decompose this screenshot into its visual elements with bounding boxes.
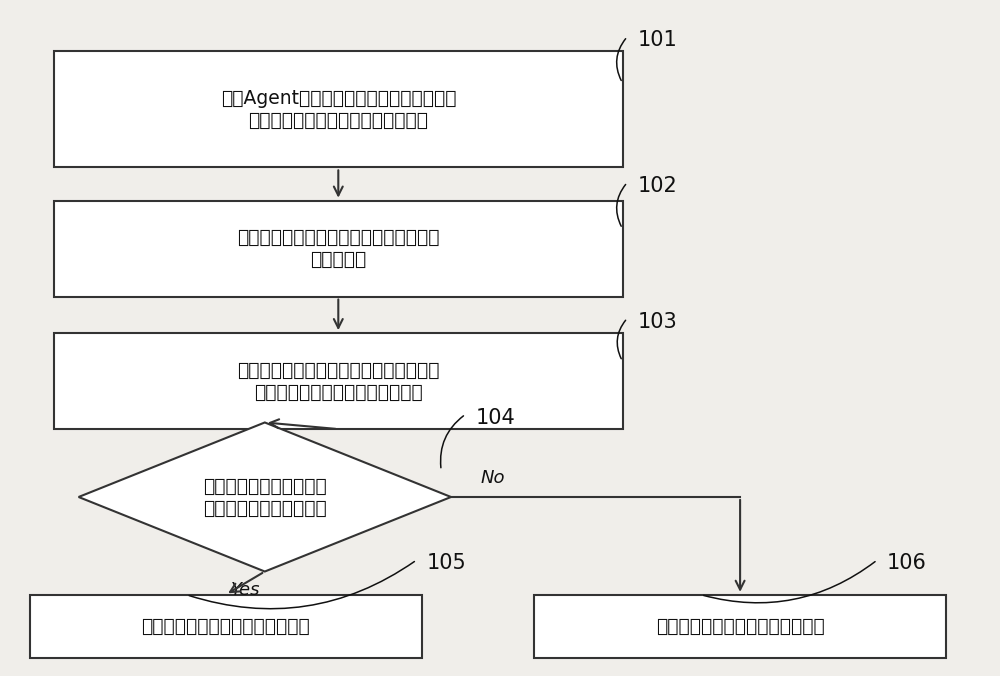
Text: 105: 105: [426, 553, 466, 573]
FancyBboxPatch shape: [54, 201, 622, 297]
Text: 比较所述云端执行能耗是
否大于所述移动执行能耗: 比较所述云端执行能耗是 否大于所述移动执行能耗: [203, 477, 327, 518]
Text: 102: 102: [637, 176, 677, 195]
Text: 106: 106: [887, 553, 927, 573]
Text: 104: 104: [476, 408, 515, 427]
Text: 则将移动应用任务卸载到云端执行: 则将移动应用任务卸载到云端执行: [656, 617, 824, 635]
Text: 使移动应用任务在移动设备上执行: 使移动应用任务在移动设备上执行: [141, 617, 310, 635]
Text: 根据所述移动应用任务参数，计算生成移
动执行能耗: 根据所述移动应用任务参数，计算生成移 动执行能耗: [237, 228, 440, 269]
FancyBboxPatch shape: [534, 595, 946, 658]
Text: No: No: [480, 469, 505, 487]
FancyBboxPatch shape: [54, 333, 622, 429]
FancyBboxPatch shape: [54, 51, 622, 168]
Text: 根据所述移动应用任务参数和移动设备的
状态参数，计算生成云端执行能耗: 根据所述移动应用任务参数和移动设备的 状态参数，计算生成云端执行能耗: [237, 360, 440, 402]
FancyBboxPatch shape: [30, 595, 422, 658]
Text: Yes: Yes: [230, 581, 260, 600]
Text: 基于Agent技术、以一预设的格式，获取移
动应用任务参数和移动设备状态参数: 基于Agent技术、以一预设的格式，获取移 动应用任务参数和移动设备状态参数: [221, 89, 456, 130]
Polygon shape: [79, 422, 451, 571]
Text: 103: 103: [637, 312, 677, 331]
Text: 101: 101: [637, 30, 677, 50]
